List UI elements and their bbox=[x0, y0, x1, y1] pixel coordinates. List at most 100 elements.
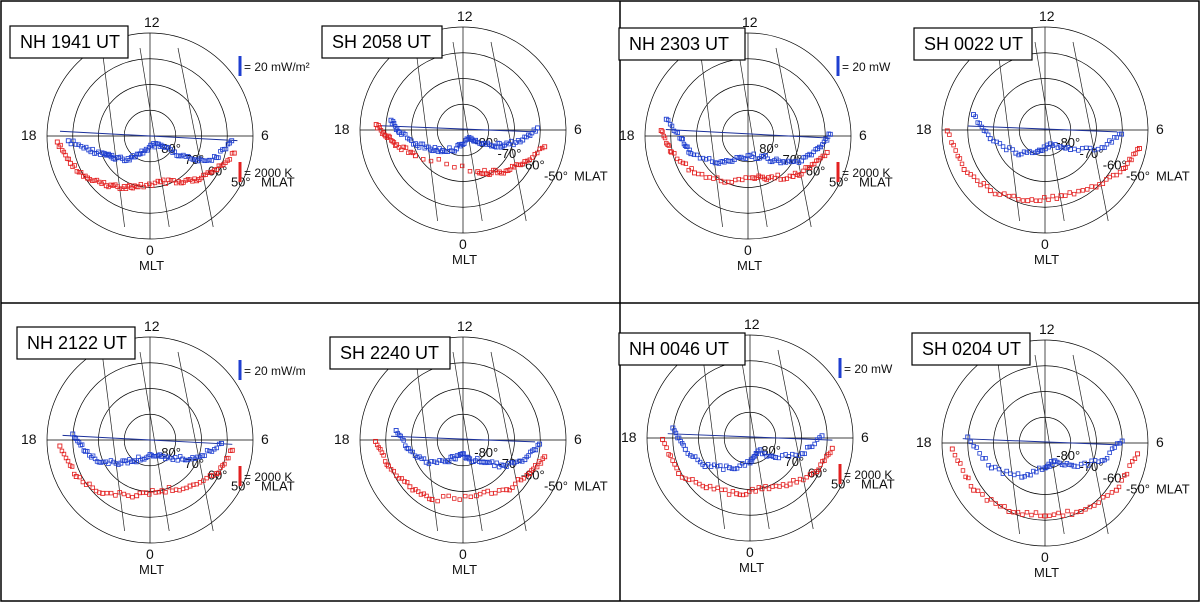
poynting-flux-point bbox=[207, 157, 212, 163]
ion-temperature-point bbox=[1135, 451, 1141, 457]
ion-temperature-point bbox=[537, 146, 542, 152]
ion-temperature-point bbox=[734, 491, 740, 497]
ion-temperature-point bbox=[407, 484, 413, 490]
poynting-flux-point bbox=[786, 454, 792, 459]
poynting-flux-point bbox=[1025, 472, 1030, 477]
mlt-label-dawn: 6 bbox=[261, 431, 269, 447]
ion-temperature-point bbox=[144, 182, 149, 188]
panel-title-box: SH 2240 UT bbox=[329, 336, 451, 370]
ion-temperature-point bbox=[944, 128, 950, 134]
poynting-flux-point bbox=[971, 443, 976, 449]
mlt-label-dusk: 18 bbox=[21, 431, 37, 447]
poynting-flux-point bbox=[974, 445, 979, 450]
poynting-flux-point bbox=[68, 141, 74, 147]
mlt-axis-label: MLT bbox=[139, 562, 164, 577]
poynting-flux-point bbox=[996, 466, 1002, 472]
ion-temperature-point bbox=[1092, 503, 1097, 508]
ion-temperature-point bbox=[180, 486, 186, 492]
ion-temperature-point bbox=[1051, 512, 1057, 517]
mlt-label-dusk: 18 bbox=[916, 121, 932, 137]
poynting-flux-point bbox=[1060, 145, 1066, 150]
poynting-flux-point bbox=[802, 451, 807, 456]
ion-temperature-point bbox=[1054, 196, 1060, 201]
poynting-flux-point bbox=[1032, 150, 1038, 155]
poynting-flux-point bbox=[983, 456, 988, 461]
mlt-label-midnight: 0 bbox=[1041, 549, 1049, 565]
poynting-flux-point bbox=[214, 445, 219, 451]
mlt-label-dusk: 18 bbox=[334, 121, 350, 137]
poynting-scale-label: = 20 mW bbox=[844, 362, 893, 376]
ion-temperature-point bbox=[381, 453, 386, 458]
poynting-flux-point bbox=[90, 146, 95, 152]
ion-temperature-point bbox=[468, 494, 474, 499]
orbit-track-line bbox=[1034, 41, 1065, 222]
temperature-scale-label: = 2000 K bbox=[244, 166, 292, 180]
poynting-flux-point bbox=[207, 448, 212, 454]
ion-temperature-point bbox=[743, 492, 749, 497]
ion-temperature-point bbox=[1029, 512, 1034, 518]
poynting-flux-point bbox=[729, 466, 735, 471]
orbit-track-line bbox=[139, 351, 170, 532]
poynting-flux-point bbox=[745, 459, 750, 464]
poynting-flux-point bbox=[195, 158, 200, 164]
temperature-scale-label: = 2000 K bbox=[244, 470, 292, 484]
poynting-flux-point bbox=[188, 156, 193, 161]
panel-title: SH 0022 UT bbox=[924, 34, 1023, 54]
ion-temperature-point bbox=[1047, 513, 1052, 518]
ion-temperature-point bbox=[733, 177, 738, 183]
ion-temperature-point bbox=[140, 490, 146, 495]
ion-temperature-point bbox=[467, 169, 473, 174]
ion-temperature-point bbox=[153, 490, 158, 495]
panel-title-box: NH 2122 UT bbox=[16, 326, 136, 360]
poynting-flux-point bbox=[1050, 143, 1056, 148]
panel-title: NH 2122 UT bbox=[27, 333, 127, 353]
lat-label-60: -60° bbox=[1103, 470, 1127, 485]
panel-title: NH 1941 UT bbox=[20, 32, 120, 52]
poynting-flux-point bbox=[85, 449, 90, 454]
ion-temperature-point bbox=[1069, 512, 1075, 517]
orbit-track-line bbox=[452, 41, 483, 222]
ion-temperature-point bbox=[69, 464, 75, 469]
poynting-flux-point bbox=[437, 458, 442, 463]
poynting-flux-point bbox=[405, 446, 411, 452]
poynting-flux-point bbox=[773, 455, 778, 460]
ion-temperature-point bbox=[759, 486, 765, 492]
poynting-flux-point bbox=[673, 430, 679, 436]
poynting-flux-point bbox=[1034, 469, 1039, 475]
panel-title: SH 2058 UT bbox=[332, 32, 431, 52]
ion-temperature-point bbox=[723, 487, 728, 493]
mlat-axis-label: MLAT bbox=[574, 478, 608, 493]
poynting-flux-point bbox=[508, 138, 514, 144]
ion-temperature-point bbox=[1124, 471, 1130, 477]
mlt-label-dawn: 6 bbox=[861, 429, 869, 445]
ion-temperature-point bbox=[176, 179, 181, 184]
ion-temperature-point bbox=[1071, 191, 1077, 197]
poynting-flux-point bbox=[482, 460, 488, 466]
ion-temperature-point bbox=[396, 476, 402, 481]
ion-temperature-point bbox=[168, 178, 174, 183]
ion-temperature-point bbox=[775, 172, 780, 178]
ion-temperature-point bbox=[418, 492, 424, 497]
ion-temperature-point bbox=[781, 177, 787, 182]
poynting-flux-point bbox=[993, 464, 998, 470]
ion-temperature-point bbox=[689, 166, 694, 171]
poynting-flux-point bbox=[751, 151, 756, 157]
poynting-flux-point bbox=[170, 457, 175, 463]
ion-temperature-point bbox=[1074, 509, 1079, 515]
ion-temperature-point bbox=[121, 491, 127, 497]
poynting-flux-point bbox=[692, 454, 698, 459]
poynting-flux-point bbox=[106, 461, 111, 466]
ion-temperature-point bbox=[1006, 193, 1012, 199]
mlt-label-noon: 12 bbox=[144, 318, 160, 334]
ion-temperature-point bbox=[386, 133, 391, 139]
ion-temperature-point bbox=[1096, 500, 1101, 505]
poynting-flux-point bbox=[81, 146, 86, 151]
ion-temperature-point bbox=[166, 485, 172, 490]
ion-temperature-point bbox=[110, 183, 116, 188]
poynting-flux-point bbox=[697, 459, 703, 465]
poynting-flux-point bbox=[1028, 473, 1033, 478]
poynting-flux-point bbox=[1004, 147, 1009, 153]
ion-temperature-point bbox=[65, 458, 71, 464]
